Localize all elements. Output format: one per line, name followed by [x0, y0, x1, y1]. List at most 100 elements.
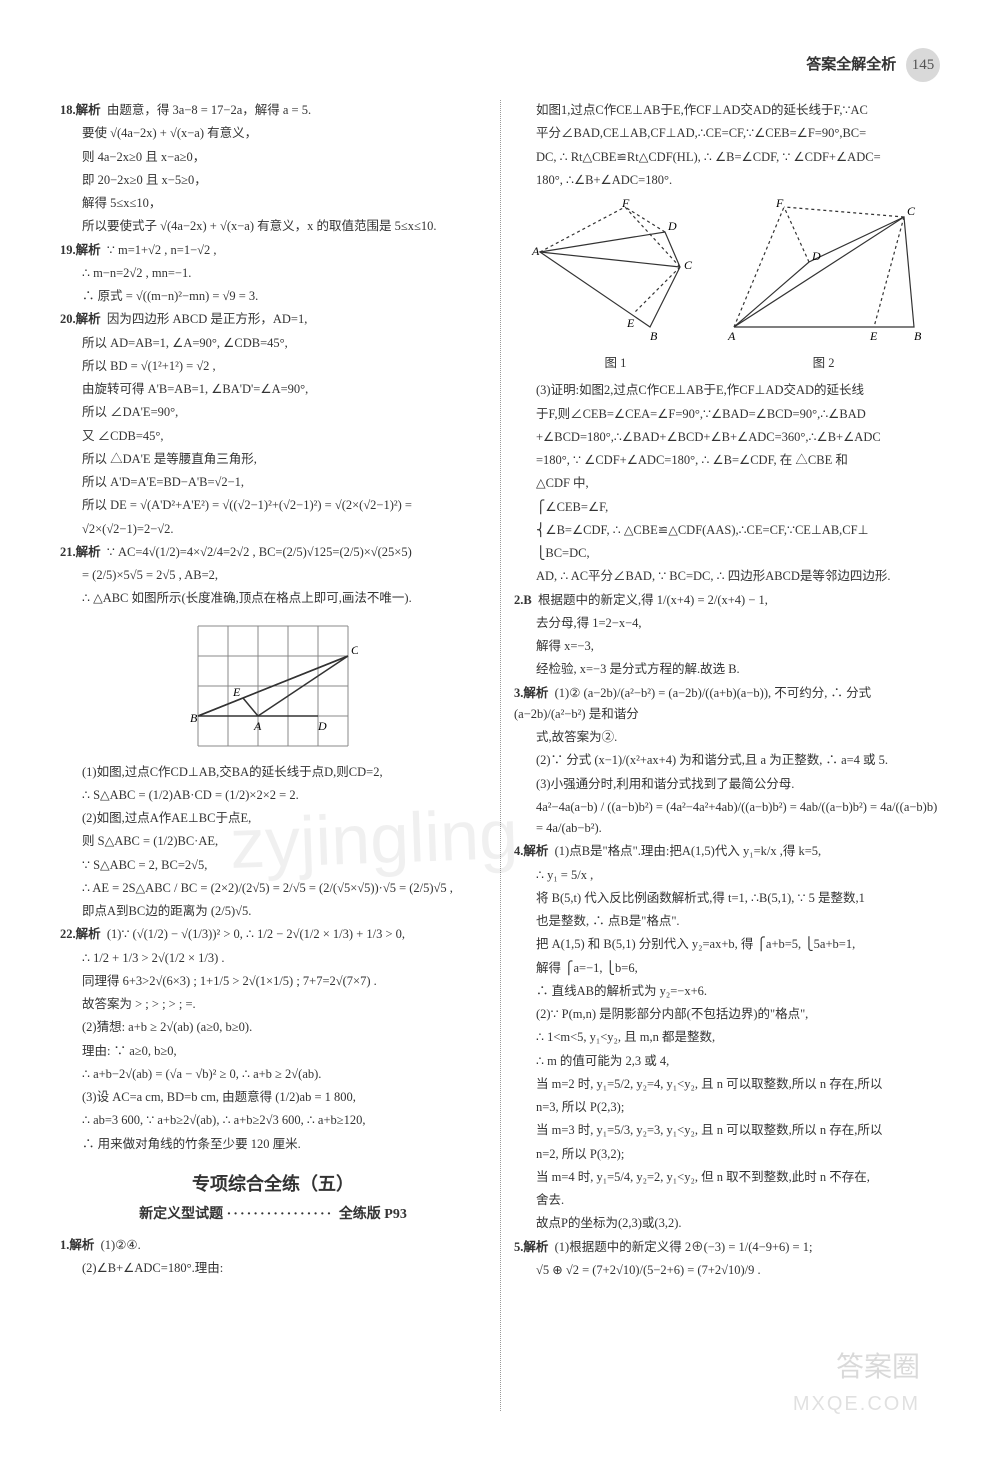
svg-text:C: C — [684, 258, 693, 272]
q4-l3: 将 B(5,t) 代入反比例函数解析式,得 t=1, ∴B(5,1), ∵ 5 … — [514, 888, 940, 909]
q4-l4: 也是整数, ∴ 点B是"格点". — [514, 911, 940, 932]
section-ref: 全练版 P93 — [339, 1207, 407, 1222]
grid-figure: B A D C E — [188, 616, 358, 756]
q3-l2: 式,故答案为②. — [514, 727, 940, 748]
q22-l10: ∴ 用来做对角线的竹条至少要 120 厘米. — [60, 1134, 486, 1155]
page-number: 145 — [906, 48, 940, 82]
svg-text:D: D — [667, 219, 677, 233]
svg-text:B: B — [914, 329, 922, 343]
q20-l1: 因为四边形 ABCD 是正方形，AD=1, — [107, 312, 307, 326]
q21-l8: ∵ S△ABC = 2, BC=2√5, — [60, 855, 486, 876]
page-header: 答案全解全析 145 — [806, 48, 940, 82]
svg-text:A: A — [253, 719, 262, 733]
svg-text:A: A — [531, 244, 540, 258]
figure-2: A B C D E F — [724, 197, 924, 347]
p3-l2: 于F,则∠CEB=∠CEA=∠F=90°,∵∠BAD=∠BCD=90°,∴∠BA… — [514, 404, 940, 425]
section-title: 专项综合全练（五） — [60, 1169, 486, 1200]
svg-text:F: F — [621, 197, 630, 210]
svg-text:B: B — [650, 329, 658, 343]
q2-l2: 去分母,得 1=2−x−4, — [514, 613, 940, 634]
svg-text:C: C — [351, 643, 358, 657]
q18-label: 18.解析 — [60, 103, 101, 117]
q3-l3: (2)∵ 分式 (x−1)/(x²+ax+4) 为和谐分式,且 a 为正整数, … — [514, 750, 940, 771]
q18-l4: 即 20−2x≥0 且 x−5≥0， — [60, 170, 486, 191]
content-columns: 18.解析 由题意，得 3a−8 = 17−2a，解得 a = 5. 要使 √(… — [60, 100, 940, 1411]
q4-l15: 当 m=4 时, y₁=5/4, y₂=2, y₁<y₂, 但 n 取不到整数,… — [514, 1167, 940, 1188]
svg-text:A: A — [727, 329, 736, 343]
figure-row: A B C D E F A B C D E F — [514, 197, 940, 347]
q21-l4: (1)如图,过点C作CD⊥AB,交BA的延长线于点D,则CD=2, — [60, 762, 486, 783]
q20-label: 20.解析 — [60, 312, 101, 326]
q20-l6: 又 ∠CDB=45°, — [60, 426, 486, 447]
q4-label: 4.解析 — [514, 844, 548, 858]
svg-text:C: C — [907, 204, 916, 218]
q4-l13: 当 m=3 时, y₁=5/3, y₂=3, y₁<y₂, 且 n 可以取整数,… — [514, 1120, 940, 1141]
q21-l6: (2)如图,过点A作AE⊥BC于点E, — [60, 808, 486, 829]
q4-l10: ∴ m 的值可能为 2,3 或 4, — [514, 1051, 940, 1072]
p3-l5: △CDF 中, — [514, 473, 940, 494]
section-dots: ················ — [227, 1207, 339, 1222]
q5-l1: (1)根据题中的新定义得 2⊕(−3) = 1/(4−9+6) = 1; — [555, 1240, 813, 1254]
q20-l7: 所以 △DA'E 是等腰直角三角形, — [60, 449, 486, 470]
q3-l1: (1)② (a−2b)/(a²−b²) = (a−2b)/((a+b)(a−b)… — [514, 686, 871, 721]
q22-l6: 理由: ∵ a≥0, b≥0, — [60, 1041, 486, 1062]
q1-label: 1.解析 — [60, 1238, 94, 1252]
p3-l7: ⎨∠B=∠CDF, ∴ △CBE≌△CDF(AAS),∴CE=CF,∵CE⊥AB… — [514, 520, 940, 541]
q4-l11: 当 m=2 时, y₁=5/2, y₂=4, y₁<y₂, 且 n 可以取整数,… — [514, 1074, 940, 1095]
q21-l1: ∵ AC=4√(1/2)=4×√2/4=2√2 , BC=(2/5)√125=(… — [107, 545, 412, 559]
q3-l4: (3)小强通分时,利用和谐分式找到了最简公分母. — [514, 774, 940, 795]
fig1-cap: 图 1 — [530, 353, 700, 374]
svg-text:B: B — [190, 711, 198, 725]
q3-label: 3.解析 — [514, 686, 548, 700]
q21-l10: 即点A到BC边的距离为 (2/5)√5. — [60, 901, 486, 922]
q21-l7: 则 S△ABC = (1/2)BC·AE, — [60, 831, 486, 852]
q20-l9: 所以 DE = √(A'D²+A'E²) = √((√2−1)²+(√2−1)²… — [60, 495, 486, 516]
q22-l7: ∴ a+b−2√(ab) = (√a − √b)² ≥ 0, ∴ a+b ≥ 2… — [60, 1064, 486, 1085]
q2-l1: 根据题中的新定义,得 1/(x+4) = 2/(x+4) − 1, — [538, 593, 768, 607]
q18-l5: 解得 5≤x≤10， — [60, 193, 486, 214]
q21-l5: ∴ S△ABC = (1/2)AB·CD = (1/2)×2×2 = 2. — [60, 785, 486, 806]
q2-l4: 经检验, x=−3 是分式方程的解.故选 B. — [514, 659, 940, 680]
q22-l8: (3)设 AC=a cm, BD=b cm, 由题意得 (1/2)ab = 1 … — [60, 1087, 486, 1108]
q20-l8: 所以 A'D=A'E=BD−A'B=√2−1, — [60, 472, 486, 493]
q21-l9: ∴ AE = 2S△ABC / BC = (2×2)/(2√5) = 2/√5 … — [60, 878, 486, 899]
q19-l3: ∴ 原式 = √((m−n)²−mn) = √9 = 3. — [60, 286, 486, 307]
q5-l2: √5 ⊕ √2 = (7+2√10)/(5−2+6) = (7+2√10)/9 … — [514, 1260, 940, 1281]
section-sub-text: 新定义型试题 — [139, 1207, 223, 1222]
q1-l1: (1)②④. — [101, 1238, 141, 1252]
cont-l2: 平分∠BAD,CE⊥AB,CF⊥AD,∴CE=CF,∵∠CEB=∠F=90°,B… — [514, 123, 940, 144]
p3-l8: ⎩BC=DC, — [514, 543, 940, 564]
q22-label: 22.解析 — [60, 927, 101, 941]
p3-l4: =180°, ∵ ∠CDF+∠ADC=180°, ∴ ∠B=∠CDF, 在 △C… — [514, 450, 940, 471]
q4-l9: ∴ 1<m<5, y₁<y₂, 且 m,n 都是整数, — [514, 1027, 940, 1048]
q20-l10: √2×(√2−1)=2−√2. — [60, 519, 486, 540]
header-title: 答案全解全析 — [806, 57, 896, 73]
q4-l16: 舍去. — [514, 1190, 940, 1211]
svg-text:E: E — [626, 316, 635, 330]
p3-l3: +∠BCD=180°,∴∠BAD+∠BCD+∠B+∠ADC=360°,∴∠B+∠… — [514, 427, 940, 448]
p3-l1: (3)证明:如图2,过点C作CE⊥AB于E,作CF⊥AD交AD的延长线 — [514, 380, 940, 401]
svg-text:D: D — [811, 249, 821, 263]
svg-text:E: E — [232, 685, 241, 699]
q18-l1: 由题意，得 3a−8 = 17−2a，解得 a = 5. — [107, 103, 311, 117]
q22-l3: 同理得 6+3>2√(6×3) ; 1+1/5 > 2√(1×1/5) ; 7+… — [60, 971, 486, 992]
q2-l3: 解得 x=−3, — [514, 636, 940, 657]
q18-l6: 所以要使式子 √(4a−2x) + √(x−a) 有意义，x 的取值范围是 5≤… — [60, 216, 486, 237]
q4-l8: (2)∵ P(m,n) 是阴影部分内部(不包括边界)的"格点", — [514, 1004, 940, 1025]
q4-l1: (1)点B是"格点".理由:把A(1,5)代入 y₁=k/x ,得 k=5, — [555, 844, 822, 858]
q4-l6: 解得 ⎧a=−1, ⎩b=6, — [514, 958, 940, 979]
q4-l12: n=3, 所以 P(2,3); — [514, 1097, 940, 1118]
q20-l4: 由旋转可得 A'B=AB=1, ∠BA'D'=∠A=90°, — [60, 379, 486, 400]
q20-l2: 所以 AD=AB=1, ∠A=90°, ∠CDB=45°, — [60, 333, 486, 354]
q22-l1: (1)∵ (√(1/2) − √(1/3))² > 0, ∴ 1/2 − 2√(… — [107, 927, 405, 941]
cont-l4: 180°, ∴∠B+∠ADC=180°. — [514, 170, 940, 191]
q19-l1: ∵ m=1+√2 , n=1−√2 , — [107, 243, 217, 257]
q22-l4: 故答案为 > ; > ; > ; =. — [60, 994, 486, 1015]
q4-l14: n=2, 所以 P(3,2); — [514, 1144, 940, 1165]
q5-label: 5.解析 — [514, 1240, 548, 1254]
svg-text:D: D — [317, 719, 327, 733]
q19-label: 19.解析 — [60, 243, 101, 257]
section-sub: 新定义型试题 ················ 全练版 P93 — [60, 1203, 486, 1227]
q22-l2: ∴ 1/2 + 1/3 > 2√(1/2 × 1/3) . — [60, 948, 486, 969]
svg-text:E: E — [869, 329, 878, 343]
